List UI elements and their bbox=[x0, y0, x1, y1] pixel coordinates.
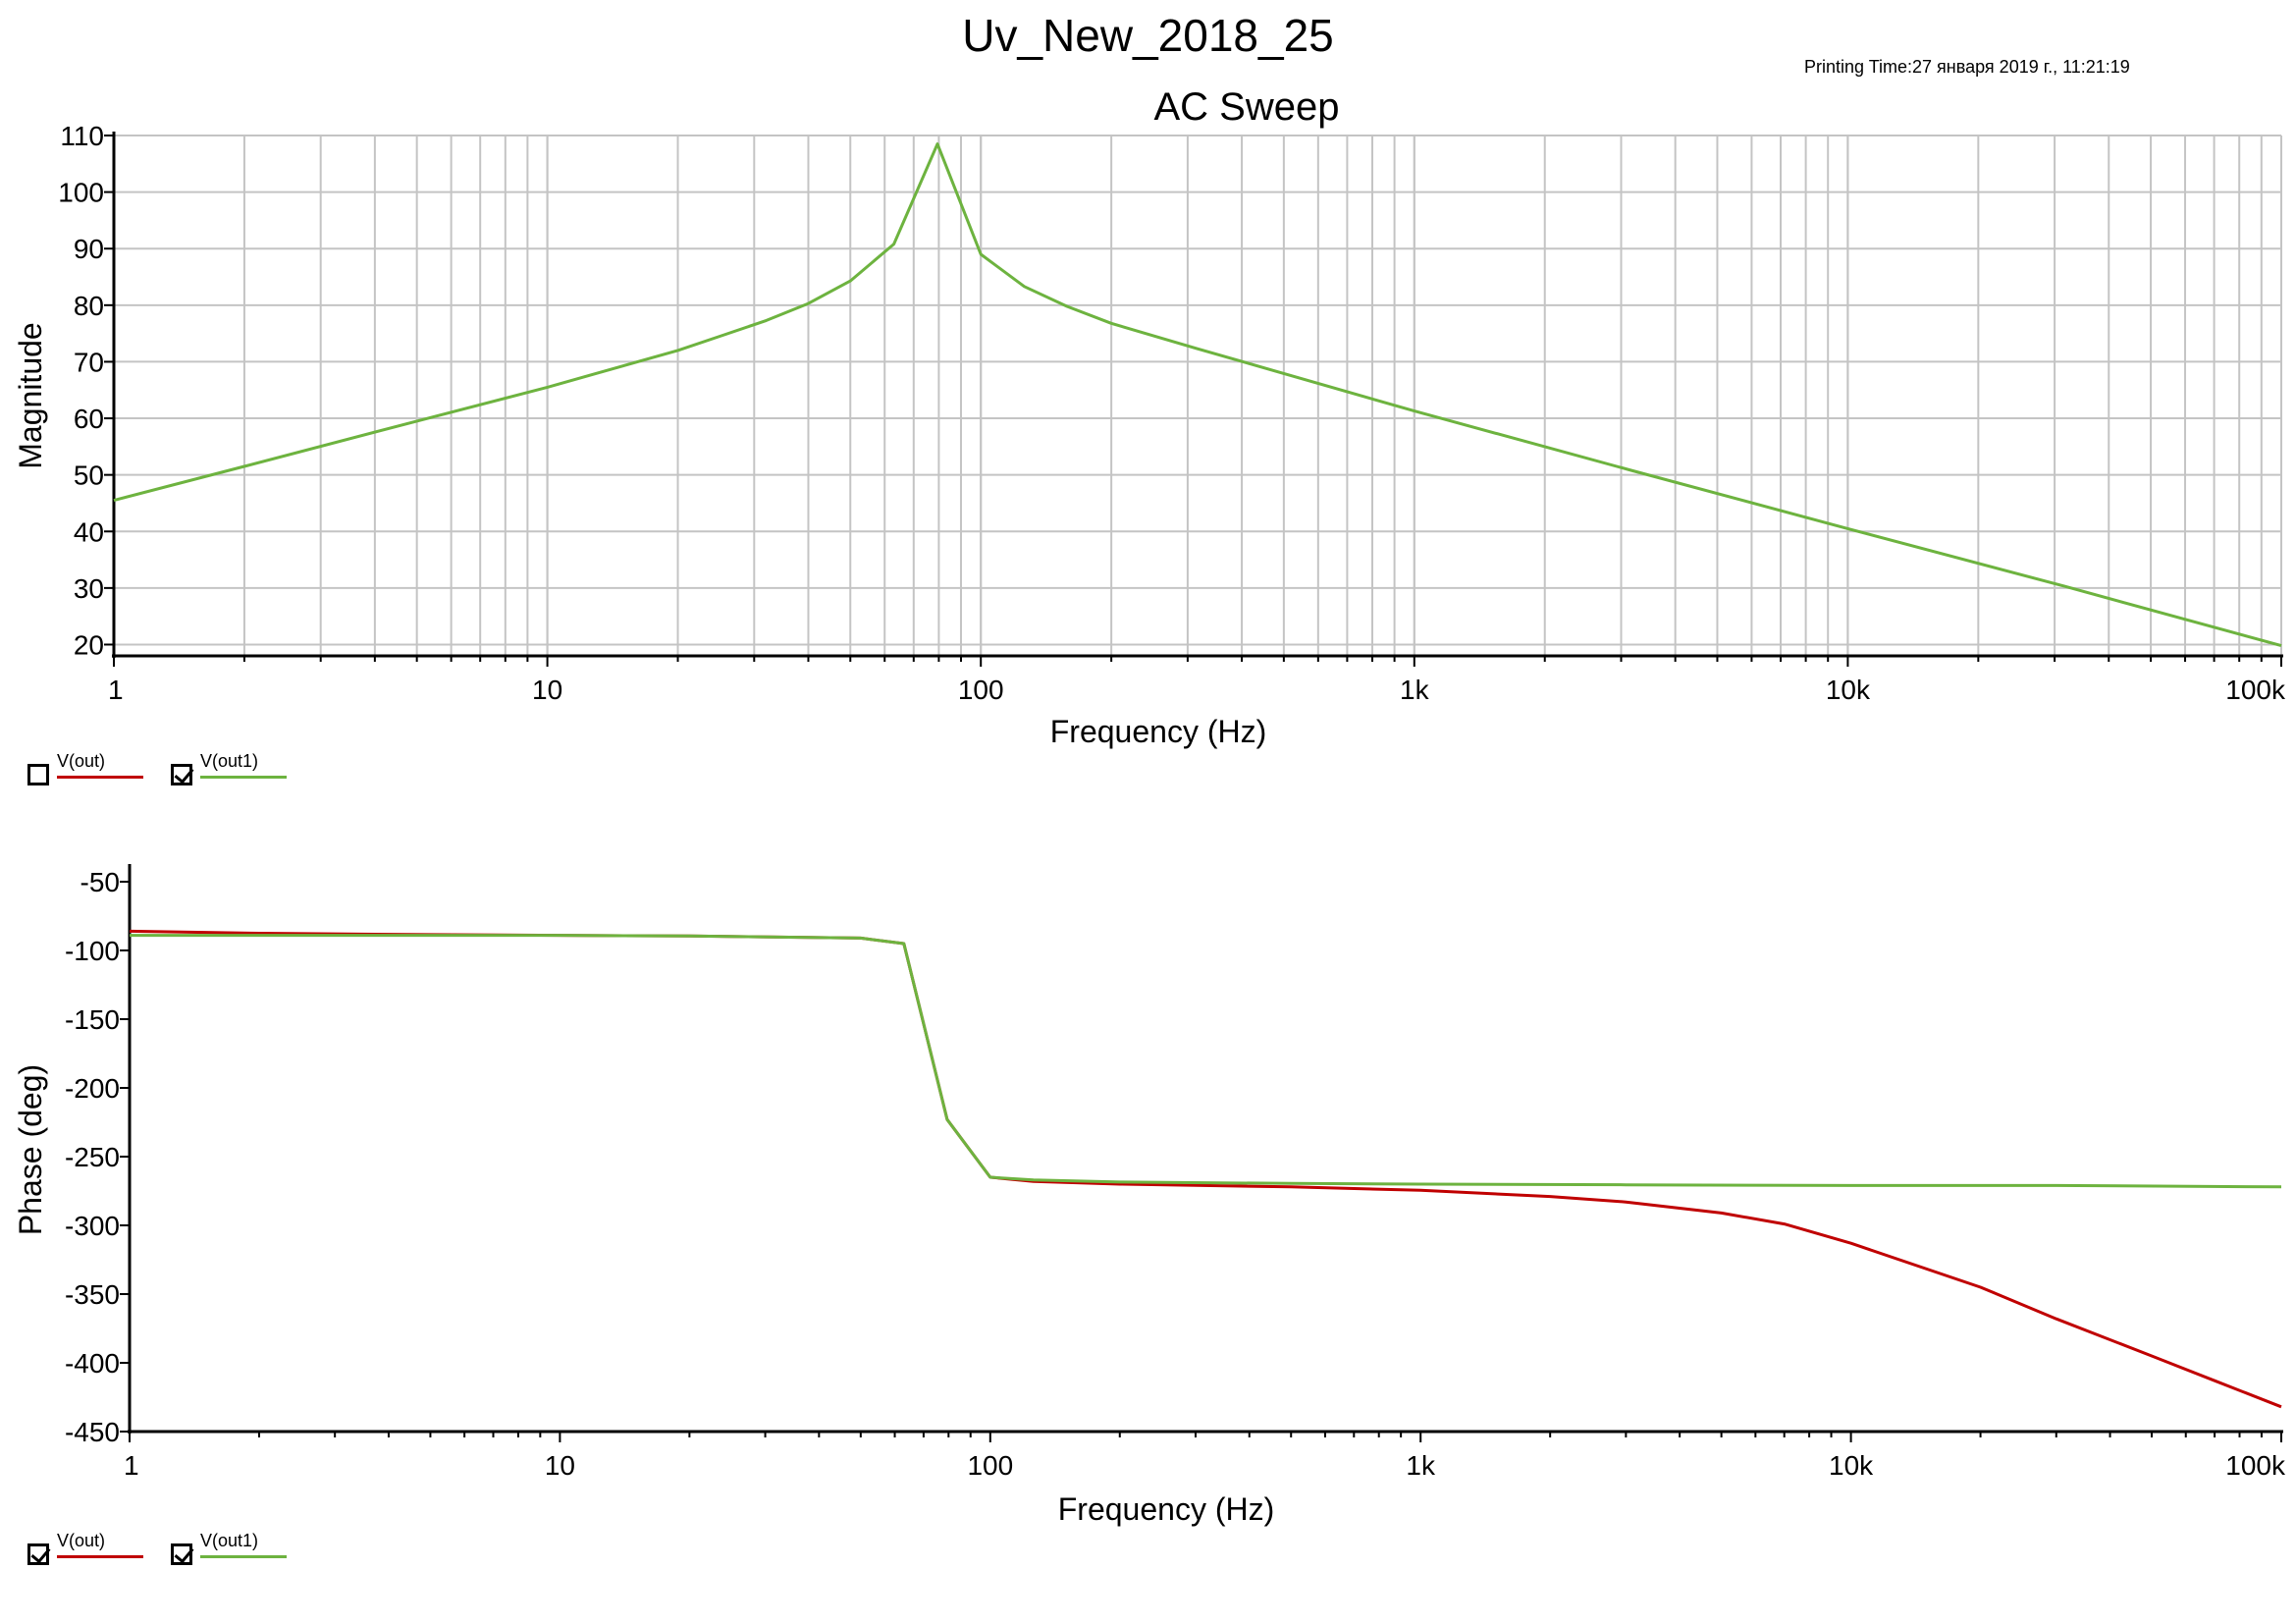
y-tick-label: -250 bbox=[65, 1142, 120, 1172]
page-title: Uv_New_2018_25 bbox=[962, 10, 1334, 61]
y-tick-label: -450 bbox=[65, 1417, 120, 1447]
legend-label-v-out: V(out) bbox=[57, 1531, 106, 1550]
y-tick-label: -150 bbox=[65, 1004, 120, 1035]
gridlines bbox=[114, 135, 2282, 656]
y-tick-label: 60 bbox=[74, 404, 104, 434]
x-tick-label: 1 bbox=[108, 675, 124, 705]
x-tick-label: 1 bbox=[124, 1450, 139, 1481]
x-tick-label: 100 bbox=[958, 675, 1004, 705]
x-tick-label: 10 bbox=[532, 675, 562, 705]
legend-label-v-out1: V(out1) bbox=[200, 1531, 259, 1550]
legend-swatch-v-out1 bbox=[200, 776, 287, 779]
y-tick-label: 100 bbox=[58, 178, 104, 208]
y-tick-label: -300 bbox=[65, 1211, 120, 1241]
x-tick-label: 10k bbox=[1829, 1450, 1874, 1481]
y-tick-label: -200 bbox=[65, 1073, 120, 1104]
y-tick-label: -400 bbox=[65, 1348, 120, 1379]
y-tick-label: -100 bbox=[65, 936, 120, 966]
series-line-v-out1 bbox=[113, 142, 2282, 648]
y-tick-label: 20 bbox=[74, 629, 104, 660]
legend-swatch-v-out1 bbox=[200, 1555, 287, 1558]
y-axis-title: Phase (deg) bbox=[13, 1064, 48, 1235]
y-axis-title: Magnitude bbox=[13, 322, 48, 468]
y-tick-label: 110 bbox=[60, 121, 104, 151]
y-tick-label: 90 bbox=[74, 234, 104, 264]
legend-checkbox-v-out[interactable] bbox=[27, 764, 49, 785]
printing-time: Printing Time:27 января 2019 г., 11:21:1… bbox=[1804, 57, 2130, 77]
y-tick-label: 30 bbox=[74, 573, 104, 604]
x-tick-label: 1k bbox=[1406, 1450, 1436, 1481]
y-tick-label: 80 bbox=[74, 291, 104, 321]
chart-phase: 1 10 100 1k 10k 100k -450 -400 -350 -300 -250 -200 -… bbox=[13, 864, 2286, 1527]
legend-swatch-v-out bbox=[57, 776, 143, 779]
series-line-v-out bbox=[129, 929, 2282, 1409]
y-tick-label: -350 bbox=[65, 1279, 120, 1310]
x-tick-label: 100k bbox=[2225, 675, 2286, 705]
legend-label-v-out: V(out) bbox=[57, 751, 106, 771]
legend-label-v-out1: V(out1) bbox=[200, 751, 259, 771]
legend-checkbox-v-out[interactable] bbox=[27, 1543, 49, 1565]
legend-swatch-v-out bbox=[57, 1555, 143, 1558]
legend-checkbox-v-out1[interactable] bbox=[171, 764, 192, 785]
x-axis-title: Frequency (Hz) bbox=[1050, 714, 1267, 749]
series-line-v-out1 bbox=[130, 934, 2282, 1189]
y-tick-label: 40 bbox=[74, 516, 104, 547]
x-tick-label: 10 bbox=[545, 1450, 575, 1481]
x-tick-label: 1k bbox=[1400, 675, 1430, 705]
legend-checkbox-v-out1[interactable] bbox=[171, 1543, 192, 1565]
y-tick-label: 70 bbox=[74, 347, 104, 377]
chart-title: AC Sweep bbox=[1154, 85, 1340, 129]
y-tick-label: -50 bbox=[80, 867, 120, 897]
x-tick-label: 100 bbox=[967, 1450, 1013, 1481]
x-tick-label: 100k bbox=[2225, 1450, 2286, 1481]
y-tick-label: 50 bbox=[74, 460, 104, 491]
x-axis-title: Frequency (Hz) bbox=[1058, 1491, 1275, 1527]
x-tick-label: 10k bbox=[1826, 675, 1871, 705]
